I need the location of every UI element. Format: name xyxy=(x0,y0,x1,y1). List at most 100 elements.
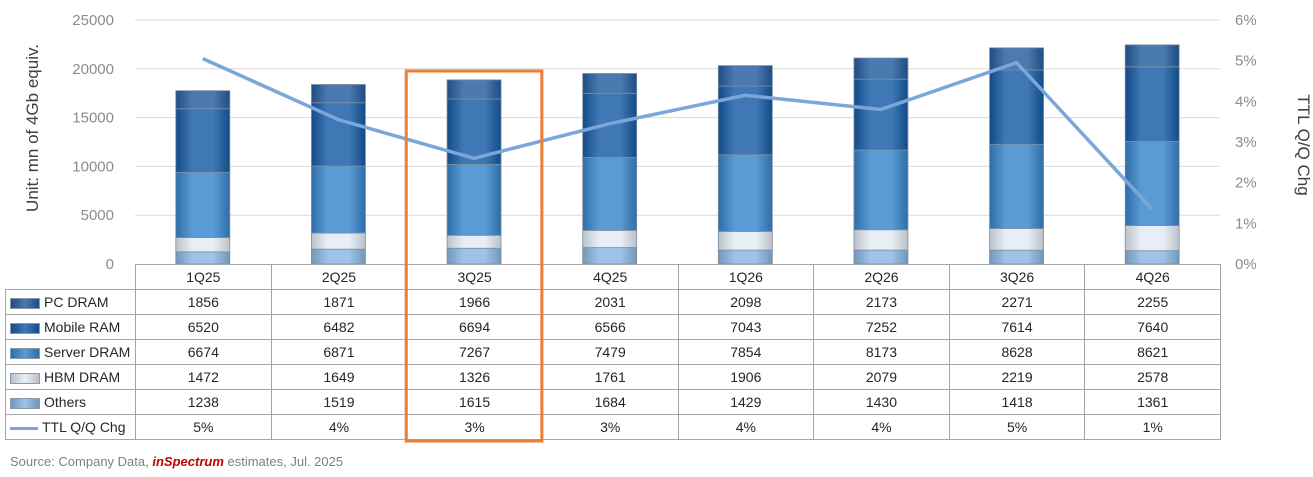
data-cell: 2271 xyxy=(948,289,1086,315)
bar-mobile-ram-2q26 xyxy=(853,78,909,151)
bar-pc-dram-3q26 xyxy=(989,47,1044,71)
qoq-line xyxy=(202,57,1154,211)
data-cell: 1615 xyxy=(406,389,543,415)
y-right-tick-label: 0% xyxy=(1235,256,1257,273)
legend-swatch xyxy=(10,347,40,359)
bar-server-dram-3q26 xyxy=(989,143,1044,229)
data-cell: 6694 xyxy=(406,314,543,340)
y-axis-left-title: Unit: mn of 4Gb equiv. xyxy=(23,44,42,212)
table-row: Mobile RAM 6520 6482 6694 6566 7043 7252 7614 76… xyxy=(5,314,1221,340)
bar-others-2q26 xyxy=(853,249,909,265)
data-cell: 5% xyxy=(135,414,272,440)
category-label: 3Q26 xyxy=(948,264,1086,290)
bar-server-dram-2q26 xyxy=(853,149,909,231)
category-label: 4Q25 xyxy=(541,264,679,290)
data-cell: 7267 xyxy=(406,339,543,365)
bar-server-dram-2q25 xyxy=(311,165,366,234)
bar-others-3q25 xyxy=(446,247,502,265)
y-right-tick-label: 4% xyxy=(1235,93,1257,110)
category-label: 2Q26 xyxy=(813,264,950,290)
legend-entry: HBM DRAM xyxy=(5,364,136,390)
data-cell: 1472 xyxy=(135,364,272,390)
y-left-tick-label: 15000 xyxy=(72,110,114,127)
data-cell: 2079 xyxy=(813,364,950,390)
bar-hbm-dram-2q25 xyxy=(311,232,366,250)
legend-label: Others xyxy=(44,394,87,410)
category-label: 3Q25 xyxy=(406,264,543,290)
category-label: 1Q26 xyxy=(677,264,815,290)
data-cell: 2173 xyxy=(813,289,950,315)
data-cell: 6566 xyxy=(541,314,679,340)
bar-others-4q26 xyxy=(1124,250,1180,265)
data-cell: 5% xyxy=(948,414,1086,440)
data-cell: 1684 xyxy=(541,389,679,415)
bar-mobile-ram-1q25 xyxy=(175,108,231,173)
bar-server-dram-4q25 xyxy=(582,156,638,231)
bar-mobile-ram-4q26 xyxy=(1124,66,1180,142)
bar-pc-dram-1q25 xyxy=(175,90,231,110)
bar-hbm-dram-1q25 xyxy=(175,237,231,253)
data-cell: 7043 xyxy=(677,314,815,340)
data-cell: 6871 xyxy=(270,339,408,365)
legend-swatch xyxy=(10,297,40,309)
y-axis-right: 0% 1% 2% 3% 4% 5% 6% xyxy=(1235,12,1257,273)
data-cell: 1% xyxy=(1084,414,1221,440)
legend-entry: Others xyxy=(5,389,136,415)
table-row: Others 1238 1519 1615 1684 1429 1430 1418 1361 xyxy=(5,389,1221,415)
bar-hbm-dram-3q26 xyxy=(989,228,1044,251)
data-cell: 2578 xyxy=(1084,364,1221,390)
data-cell: 7614 xyxy=(948,314,1086,340)
legend-label: Mobile RAM xyxy=(44,319,121,335)
legend-label: PC DRAM xyxy=(44,294,109,310)
data-cell: 1871 xyxy=(270,289,408,315)
bar-hbm-dram-3q25 xyxy=(446,234,502,249)
y-axis-right-title: TTL Q/Q Chg xyxy=(1294,94,1313,195)
bar-others-3q26 xyxy=(989,249,1044,265)
data-cell: 3% xyxy=(541,414,679,440)
source-brand: inSpectrum xyxy=(152,454,224,469)
bar-pc-dram-3q25 xyxy=(446,79,502,100)
data-cell: 1906 xyxy=(677,364,815,390)
bar-others-1q26 xyxy=(717,249,773,265)
bar-server-dram-3q25 xyxy=(446,163,502,236)
category-label: 1Q25 xyxy=(135,264,272,290)
bars xyxy=(175,44,1180,265)
bar-others-4q25 xyxy=(582,247,638,265)
legend-swatch xyxy=(10,397,40,409)
bar-hbm-dram-4q26 xyxy=(1124,225,1180,252)
legend-label: HBM DRAM xyxy=(44,369,121,385)
table-corner xyxy=(5,264,136,290)
legend-label: Server DRAM xyxy=(44,344,131,360)
bar-pc-dram-2q26 xyxy=(853,57,909,80)
data-cell: 1361 xyxy=(1084,389,1221,415)
y-left-tick-label: 5000 xyxy=(81,207,114,224)
bar-server-dram-1q26 xyxy=(717,154,773,232)
y-left-tick-label: 10000 xyxy=(72,158,114,175)
legend-label: TTL Q/Q Chg xyxy=(42,419,126,435)
y-left-tick-label: 25000 xyxy=(72,12,114,29)
legend-swatch xyxy=(10,372,40,384)
bar-pc-dram-4q25 xyxy=(582,73,638,94)
data-cell: 2255 xyxy=(1084,289,1221,315)
bar-server-dram-1q25 xyxy=(175,172,231,238)
data-cell: 1238 xyxy=(135,389,272,415)
bar-hbm-dram-4q25 xyxy=(582,229,638,248)
data-cell: 6482 xyxy=(270,314,408,340)
legend-entry: Server DRAM xyxy=(5,339,136,365)
bar-pc-dram-1q26 xyxy=(717,65,773,87)
data-cell: 7479 xyxy=(541,339,679,365)
data-cell: 8173 xyxy=(813,339,950,365)
data-cell: 2219 xyxy=(948,364,1086,390)
data-cell: 1856 xyxy=(135,289,272,315)
table-row: PC DRAM 1856 1871 1966 2031 2098 2173 2271 2255 xyxy=(5,289,1221,315)
legend-swatch xyxy=(10,322,40,334)
bar-others-1q25 xyxy=(175,251,231,265)
y-right-tick-label: 5% xyxy=(1235,53,1257,70)
data-cell: 2098 xyxy=(677,289,815,315)
data-cell: 8628 xyxy=(948,339,1086,365)
data-cell: 1649 xyxy=(270,364,408,390)
bar-hbm-dram-2q26 xyxy=(853,229,909,251)
data-cell: 1761 xyxy=(541,364,679,390)
data-cell: 7252 xyxy=(813,314,950,340)
